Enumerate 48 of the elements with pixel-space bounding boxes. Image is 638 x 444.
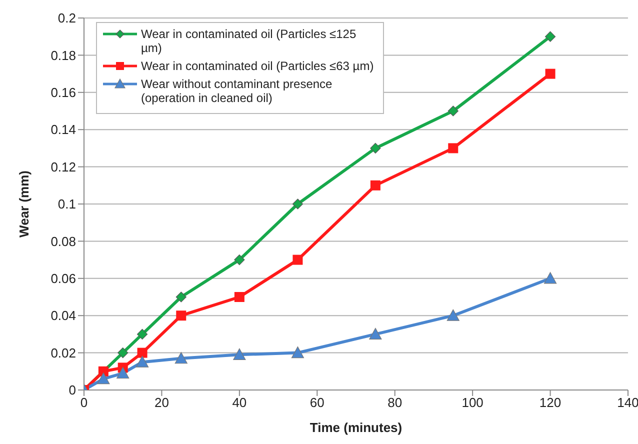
- point: [545, 68, 556, 79]
- point: [97, 372, 110, 384]
- y-tick-label: 0.1: [58, 196, 76, 212]
- point: [448, 143, 458, 154]
- point: [136, 356, 149, 368]
- y-tick-label: 0.02: [50, 345, 76, 360]
- x-tick-label: 20: [154, 395, 169, 410]
- x-tick-label: 80: [388, 395, 402, 410]
- point: [137, 348, 148, 358]
- point: [544, 31, 556, 42]
- point: [234, 292, 244, 302]
- x-tick-label: 140: [617, 395, 638, 410]
- x-tick-label: 60: [310, 395, 324, 410]
- point: [369, 328, 382, 340]
- y-tick-label: 0.16: [50, 85, 76, 100]
- y-tick-label: 0.14: [50, 122, 76, 138]
- legend-label: Wear in contaminated oil (Particles ≤63 µm): [141, 59, 374, 73]
- point: [291, 346, 304, 358]
- point: [234, 254, 245, 266]
- x-tick-label: 40: [232, 395, 247, 410]
- y-tick-label: 0.06: [50, 271, 76, 286]
- point: [176, 310, 186, 321]
- y-tick-label: 0.18: [50, 48, 76, 63]
- y-axis-title: Wear (mm): [16, 170, 32, 238]
- point: [136, 328, 148, 340]
- point: [370, 142, 381, 154]
- point: [233, 348, 246, 360]
- y-tick-label: 0.08: [50, 234, 76, 249]
- y-tick-label: 0.2: [58, 10, 76, 26]
- point: [118, 348, 128, 358]
- point: [544, 272, 557, 284]
- point: [370, 180, 380, 190]
- legend-label: Wear in contaminated oil (Particles ≤125 µm): [141, 27, 358, 55]
- x-tick-label: 100: [462, 395, 484, 410]
- x-tick-label: 120: [539, 395, 562, 410]
- point: [116, 366, 130, 379]
- x-tick-label: 0: [80, 395, 88, 410]
- x-axis-title: Time (minutes): [310, 420, 402, 435]
- point: [174, 352, 188, 364]
- y-tick-label: 0: [68, 382, 76, 398]
- point: [292, 254, 303, 265]
- y-tick-label: 0.04: [50, 308, 76, 324]
- point: [176, 292, 186, 302]
- point: [448, 106, 458, 116]
- point: [292, 198, 304, 210]
- legend-label: Wear without contaminant presence (operation in cleaned oil): [141, 77, 334, 105]
- y-tick-label: 0.12: [50, 159, 76, 174]
- point: [446, 309, 460, 321]
